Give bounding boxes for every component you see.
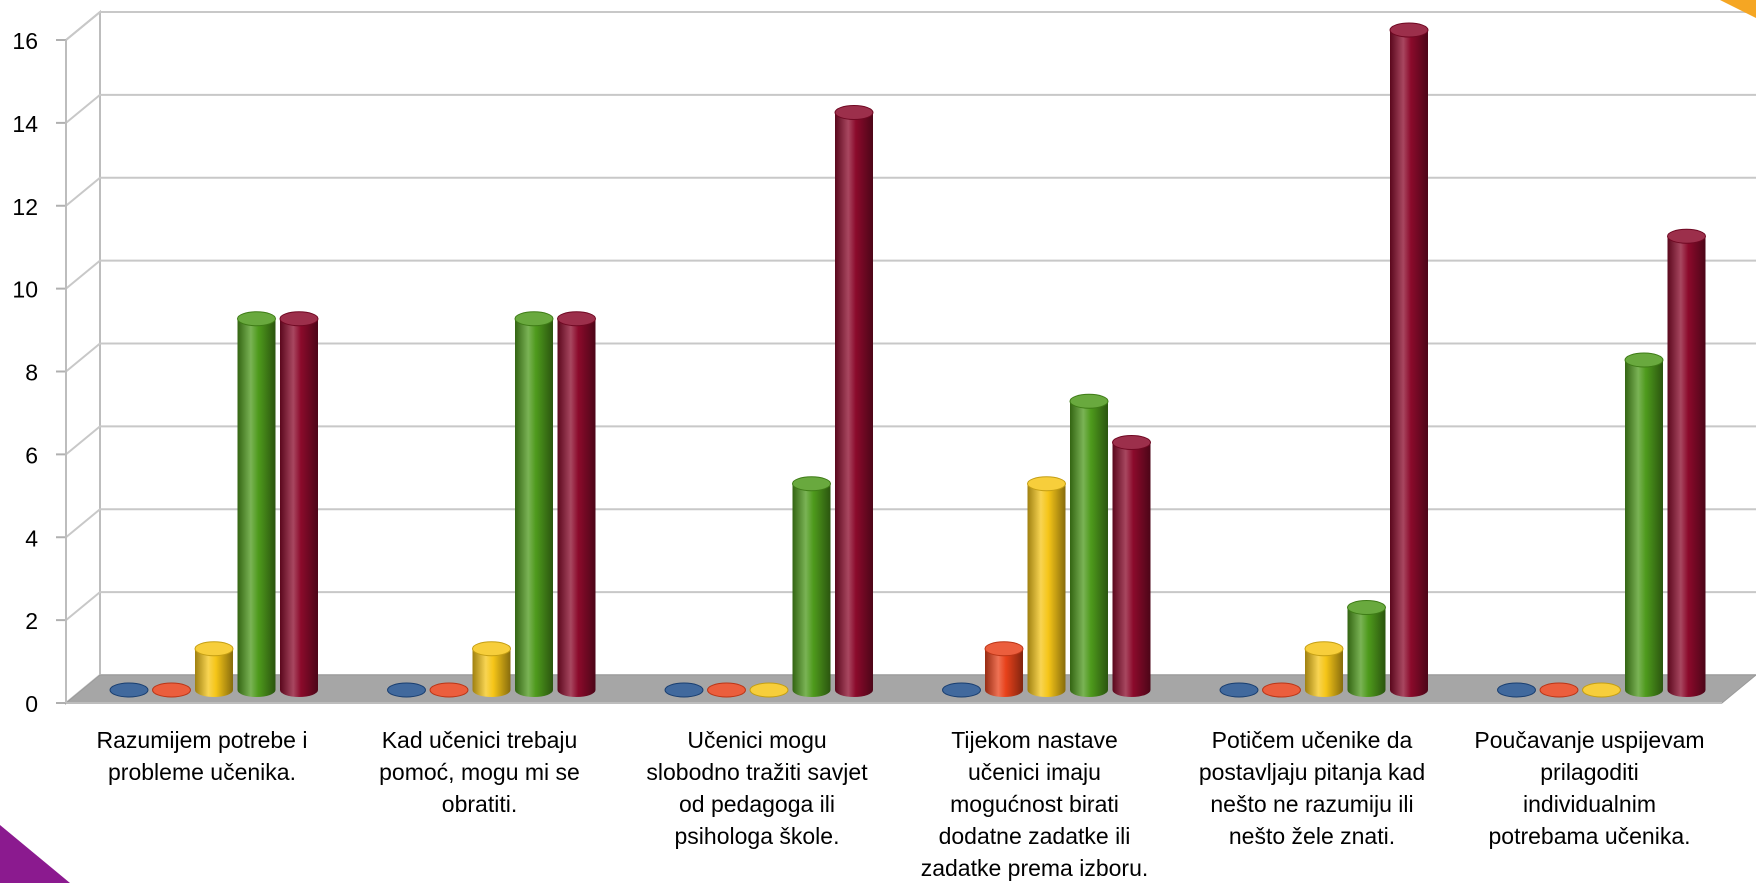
bar bbox=[1027, 483, 1066, 698]
gridline bbox=[65, 508, 1756, 539]
bar-top bbox=[557, 311, 596, 327]
x-tick-label: Kad učenici trebaju pomoć, mogu mi se obra… bbox=[379, 727, 580, 817]
gridline bbox=[65, 591, 1756, 621]
y-tick-label: 12 bbox=[12, 194, 38, 220]
x-tick-label: Poučavanje uspijevam prilagoditi individua… bbox=[1474, 727, 1705, 849]
bar bbox=[280, 318, 318, 697]
bar-top bbox=[514, 311, 554, 327]
bar-top bbox=[152, 682, 191, 698]
corner-decoration bbox=[1720, 0, 1756, 18]
bar-top bbox=[1112, 435, 1151, 450]
y-tick-label: 4 bbox=[25, 525, 38, 551]
bar-top bbox=[429, 682, 469, 698]
gridline bbox=[65, 342, 1756, 373]
y-tick-label: 6 bbox=[25, 442, 38, 468]
x-tick-label: Potičem učenike da postavljaju pitanja ka… bbox=[1198, 727, 1426, 849]
bar-top bbox=[707, 682, 746, 698]
bar-top bbox=[984, 641, 1024, 657]
gridline bbox=[65, 425, 1756, 456]
bar bbox=[1625, 360, 1663, 697]
bar-top bbox=[1262, 682, 1301, 698]
gridline bbox=[65, 176, 1756, 207]
bar-top bbox=[1027, 476, 1066, 492]
bar bbox=[557, 318, 596, 698]
bar-top bbox=[387, 682, 426, 698]
bar bbox=[1070, 401, 1108, 697]
bar-top bbox=[1497, 682, 1536, 698]
bar-top bbox=[1389, 22, 1429, 38]
bar bbox=[515, 318, 553, 697]
y-tick-label: 10 bbox=[12, 277, 38, 303]
bar-top bbox=[942, 682, 981, 698]
y-tick-label: 14 bbox=[12, 111, 38, 137]
bar bbox=[1305, 648, 1343, 697]
x-tick-label: Učenici mogu slobodno tražiti savjet od pe… bbox=[646, 727, 868, 849]
x-tick-label: Tijekom nastave učenici imaju mogućnost bi… bbox=[920, 727, 1149, 881]
bar bbox=[195, 648, 233, 697]
bar-top bbox=[1304, 641, 1344, 657]
corner-decoration bbox=[0, 825, 70, 883]
x-tick-label: Razumijem potrebe i probleme učenika. bbox=[96, 727, 308, 785]
bar-top bbox=[237, 311, 276, 327]
bar-top bbox=[279, 311, 319, 327]
bar-top bbox=[1667, 228, 1706, 244]
bar bbox=[985, 648, 1023, 697]
bar-top bbox=[1069, 393, 1109, 409]
bar-top bbox=[472, 641, 511, 657]
bar-top bbox=[834, 105, 874, 120]
bar-top bbox=[194, 641, 234, 657]
bar bbox=[472, 648, 511, 698]
bar bbox=[792, 483, 831, 698]
gridline bbox=[65, 93, 1756, 124]
gridline bbox=[65, 259, 1756, 290]
y-tick-label: 2 bbox=[25, 608, 38, 634]
bar-top bbox=[109, 682, 149, 698]
gridline bbox=[65, 11, 1756, 41]
bar bbox=[237, 318, 276, 698]
bar-top bbox=[1219, 682, 1259, 698]
y-tick-label: 8 bbox=[25, 360, 38, 386]
bar-top bbox=[1347, 600, 1386, 615]
bar bbox=[1347, 607, 1386, 698]
bar bbox=[1390, 30, 1428, 697]
bar-top bbox=[1582, 682, 1621, 698]
bar-top bbox=[749, 682, 789, 698]
bar-top bbox=[1539, 682, 1579, 698]
bar bbox=[1667, 236, 1706, 698]
bar-top bbox=[792, 476, 831, 492]
bar bbox=[835, 112, 873, 697]
bar-top bbox=[664, 682, 704, 698]
bar bbox=[1112, 442, 1151, 698]
bar-top bbox=[1624, 352, 1664, 368]
y-tick-label: 16 bbox=[12, 28, 38, 54]
y-tick-label: 0 bbox=[25, 691, 38, 717]
